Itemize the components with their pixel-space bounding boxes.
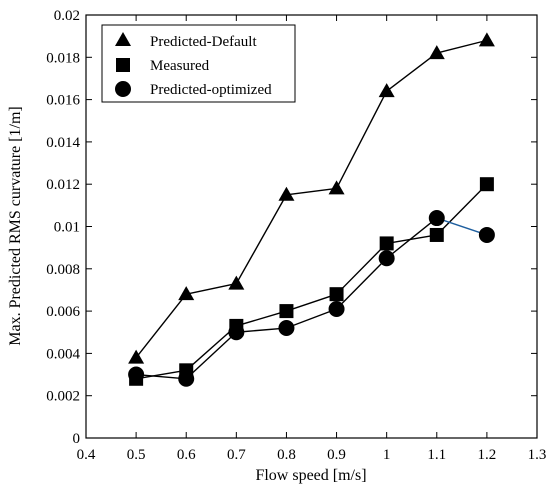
- series-line-segment: [236, 327, 287, 333]
- x-tick-label: 0.5: [127, 447, 146, 463]
- series-line-segment: [336, 242, 388, 295]
- legend-label-predicted-default: Predicted-Default: [150, 34, 257, 50]
- y-axis: 0 0.002 0.004 0.006 0.008 0.01 0.012 0.014 0.016…: [46, 8, 537, 447]
- data-point-circle: [328, 300, 345, 317]
- data-point-square: [479, 177, 494, 192]
- y-tick-label: 0.018: [46, 50, 80, 66]
- legend-label-measured: Measured: [150, 58, 210, 74]
- data-point-triangle: [278, 186, 295, 201]
- series-layer: [128, 32, 495, 387]
- y-axis-label: Max. Predicted RMS curvature [1/m]: [7, 106, 24, 346]
- legend-marker-triangle: [115, 32, 131, 46]
- data-point-circle: [478, 226, 495, 243]
- data-point-circle: [278, 320, 295, 337]
- y-tick-label: 0.016: [46, 93, 80, 109]
- x-tick-label: 1: [383, 447, 391, 463]
- series-line-segment: [436, 183, 488, 236]
- data-point-triangle: [428, 45, 445, 60]
- series-line-segment: [136, 373, 187, 380]
- y-tick-label: 0.006: [46, 304, 80, 320]
- data-point-square: [329, 287, 344, 302]
- legend-label-predicted-optimized: Predicted-optimized: [150, 82, 272, 98]
- series-line-segment: [386, 52, 438, 92]
- series-line-segment: [286, 308, 337, 329]
- x-tick-label: 0.4: [77, 447, 96, 463]
- series-line-segment: [335, 90, 388, 189]
- data-point-square: [379, 236, 394, 251]
- data-point-circle: [228, 324, 245, 341]
- data-point-triangle: [128, 349, 145, 364]
- y-tick-label: 0.004: [46, 346, 80, 362]
- series-line-segment: [186, 282, 237, 295]
- x-tick-label: 0.9: [327, 447, 346, 463]
- series-line-segment: [185, 331, 237, 380]
- data-point-triangle: [328, 180, 345, 195]
- series-line-segment: [436, 217, 488, 236]
- series-line-segment: [386, 217, 438, 259]
- x-tick-label: 1.1: [427, 447, 446, 463]
- y-tick-label: 0.01: [54, 220, 80, 236]
- series-line-segment: [236, 310, 287, 327]
- x-tick-label: 0.6: [177, 447, 196, 463]
- data-point-square: [429, 227, 444, 242]
- x-axis-label: Flow speed [m/s]: [255, 467, 366, 484]
- x-tick-label: 1.3: [528, 447, 547, 463]
- series-line-segment: [135, 293, 187, 359]
- data-point-triangle: [178, 286, 195, 301]
- legend-marker-square: [116, 58, 130, 72]
- data-point-square: [279, 304, 294, 319]
- series-line-segment: [235, 194, 288, 284]
- y-tick-label: 0: [73, 431, 81, 447]
- series-line-segment: [135, 369, 187, 380]
- y-tick-label: 0.014: [46, 135, 80, 151]
- data-point-circle: [178, 370, 195, 387]
- series-line-segment: [386, 234, 437, 245]
- series-line-segment: [286, 187, 337, 196]
- legend-box: [101, 24, 296, 103]
- series-line-segment: [336, 257, 388, 310]
- data-point-triangle: [478, 32, 495, 47]
- series-line-segment: [286, 293, 337, 312]
- x-tick-label: 0.8: [277, 447, 296, 463]
- series-predicted-default: [128, 32, 495, 364]
- series-line-segment: [185, 325, 237, 371]
- y-tick-label: 0.008: [46, 262, 80, 278]
- x-axis: 0.4 0.5 0.6 0.7 0.8 0.9 1 1.1 1.2 1.3: [77, 15, 547, 463]
- y-tick-label: 0.012: [46, 177, 80, 193]
- series-measured: [129, 177, 494, 386]
- data-point-circle: [428, 210, 445, 227]
- y-tick-label: 0.002: [46, 389, 80, 405]
- y-tick-label: 0.02: [54, 8, 80, 24]
- data-point-triangle: [228, 275, 245, 290]
- data-point-circle: [128, 366, 145, 383]
- series-predicted-optimized: [128, 210, 495, 387]
- x-tick-label: 1.2: [478, 447, 497, 463]
- x-tick-label: 0.7: [227, 447, 246, 463]
- legend: Predicted-Default Measured Predicted-opt…: [101, 24, 296, 103]
- data-point-triangle: [378, 83, 395, 98]
- data-point-circle: [378, 250, 395, 267]
- legend-marker-circle: [115, 81, 131, 97]
- series-line-segment: [436, 39, 488, 54]
